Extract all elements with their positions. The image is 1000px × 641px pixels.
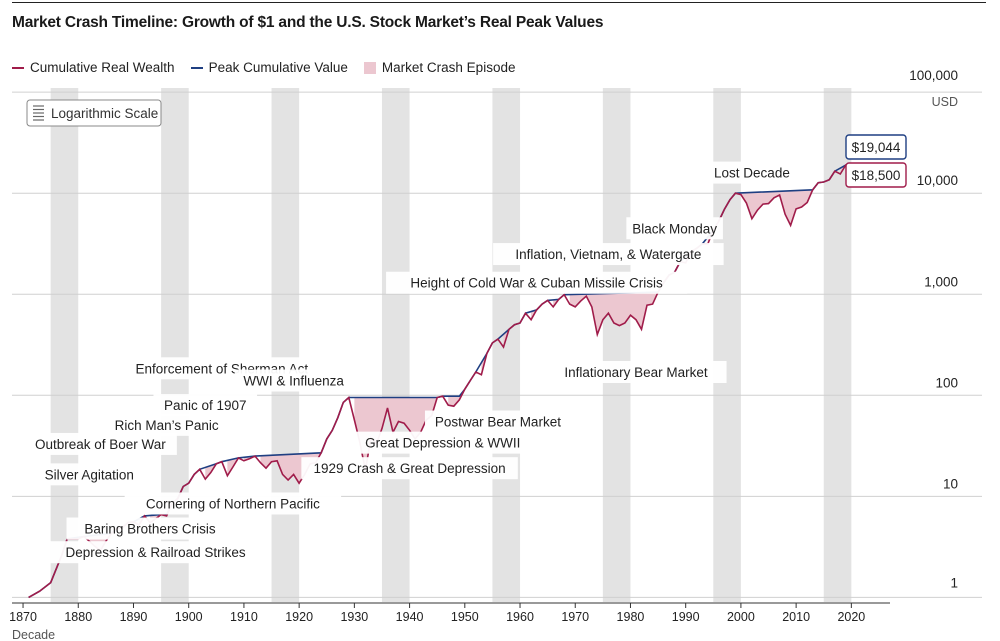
annotation-box [707, 161, 797, 184]
annotation-box [386, 271, 688, 294]
x-tick-label: 1930 [340, 610, 368, 624]
annotation-label: Great Depression & WWII [365, 436, 520, 451]
y-tick-label: 100,000 [909, 68, 958, 83]
legend-label-crash-episode: Market Crash Episode [381, 60, 516, 75]
scale-button-frame [26, 99, 162, 127]
y-tick-label: 1 [950, 575, 958, 590]
scale-button-label: Logarithmic Scale [51, 106, 158, 121]
annotation-label: 1929 Crash & Great Depression [314, 461, 506, 476]
legend-swatch-crash-episode [363, 61, 376, 74]
annotation-box [493, 243, 724, 266]
decade-bands [50, 88, 852, 602]
x-tick-label: 1880 [64, 610, 92, 624]
x-tick-label: 1900 [175, 610, 203, 624]
annotation-box [26, 463, 152, 486]
legend: Cumulative Real Wealth Peak Cumulative V… [12, 60, 531, 75]
decade-band [381, 88, 410, 602]
x-tick-label: 1990 [672, 610, 700, 624]
end-label-real-text: $18,500 [852, 168, 901, 183]
annotation-label: Baring Brothers Crisis [84, 522, 216, 537]
annotation-label: Lost Decade [714, 166, 790, 181]
y-unit-label: USD [932, 95, 958, 109]
legend-item-crash-episode: Market Crash Episode [363, 60, 516, 75]
annotation-label: WWI & Influenza [243, 374, 344, 389]
top-rule [12, 2, 986, 3]
logarithmic-scale-button[interactable]: Logarithmic Scale [26, 99, 162, 127]
x-tick-label: 1970 [561, 610, 589, 624]
annotation-label: Panic of 1907 [164, 398, 247, 413]
legend-item-peak-value: Peak Cumulative Value [190, 60, 348, 75]
y-tick-label: 1,000 [924, 274, 958, 289]
end-label-peak-box [845, 134, 907, 160]
annotation-label: Postwar Bear Market [435, 415, 561, 430]
axes: 1 10 100 1,000 10,000 100,000 USD 1870 1880 1890 1… [9, 68, 958, 641]
x-tick-label: 2020 [837, 610, 865, 624]
end-label-real-box [845, 162, 907, 188]
legend-swatch-real-wealth [12, 66, 24, 69]
gridlines [12, 91, 982, 598]
annotation-box [626, 217, 723, 240]
chart-controls: Logarithmic Scale [26, 99, 162, 127]
x-tick-label: 1870 [9, 610, 37, 624]
list-lines-icon [33, 105, 44, 121]
annotation-label: Silver Agitation [45, 467, 134, 482]
x-tick-label: 2000 [727, 610, 755, 624]
end-label-peak-text: $19,044 [852, 140, 901, 155]
crash-episode-area [740, 189, 813, 226]
annotation-label: Depression & Railroad Strikes [66, 545, 246, 560]
annotation-box [23, 432, 177, 455]
y-tick-label: 10 [943, 476, 958, 491]
annotation-label: Outbreak of Boer War [35, 437, 166, 452]
legend-item-real-wealth: Cumulative Real Wealth [12, 60, 175, 75]
annotation-box [66, 517, 234, 540]
legend-swatch-peak-value [190, 66, 203, 69]
annotation-label: Inflationary Bear Market [564, 365, 708, 380]
chart-title: Market Crash Timeline: Growth of $1 and … [12, 14, 604, 31]
decade-band [50, 88, 79, 602]
x-tick-label: 1950 [451, 610, 479, 624]
y-tick-label: 100 [935, 375, 958, 390]
annotation-label: Inflation, Vietnam, & Watergate [515, 247, 701, 262]
decade-band [271, 88, 300, 602]
x-tick-label: 1920 [285, 610, 313, 624]
end-label-peak: $19,044 [845, 134, 907, 160]
annotation-box [424, 410, 571, 433]
annotation-box [124, 492, 342, 515]
y-tick-label: 10,000 [917, 173, 958, 188]
legend-label-peak-value: Peak Cumulative Value [208, 60, 348, 75]
annotation-box [234, 369, 353, 392]
crash-episode-area [354, 397, 438, 471]
annotation-box [355, 431, 530, 454]
x-tick-label: 1910 [230, 610, 258, 624]
crash-episode-area [569, 292, 659, 335]
annotation-box [104, 413, 230, 436]
annotations: Lost Decade Black Monday Inflation, Vietna… [23, 134, 907, 564]
annotation-box [301, 457, 518, 480]
x-axis-label: Decade [12, 628, 55, 641]
annotation-label: Black Monday [632, 221, 717, 236]
annotation-box [47, 541, 264, 564]
x-tick-label: 1960 [506, 610, 534, 624]
annotation-box [545, 361, 727, 384]
annotation-box [153, 394, 258, 417]
x-tick-label: 1980 [617, 610, 645, 624]
annotation-label: Rich Man’s Panic [115, 418, 219, 433]
decade-band [602, 88, 631, 602]
x-tick-label: 1890 [120, 610, 148, 624]
legend-label-real-wealth: Cumulative Real Wealth [30, 60, 175, 75]
annotation-label: Cornering of Northern Pacific [146, 496, 320, 511]
decade-band [492, 88, 521, 602]
x-tick-label: 1940 [396, 610, 424, 624]
annotation-label: Height of Cold War & Cuban Missile Crisi… [410, 276, 663, 291]
end-label-real: $18,500 [845, 162, 907, 188]
crash-episode-area [448, 389, 465, 407]
x-tick-label: 2010 [782, 610, 810, 624]
